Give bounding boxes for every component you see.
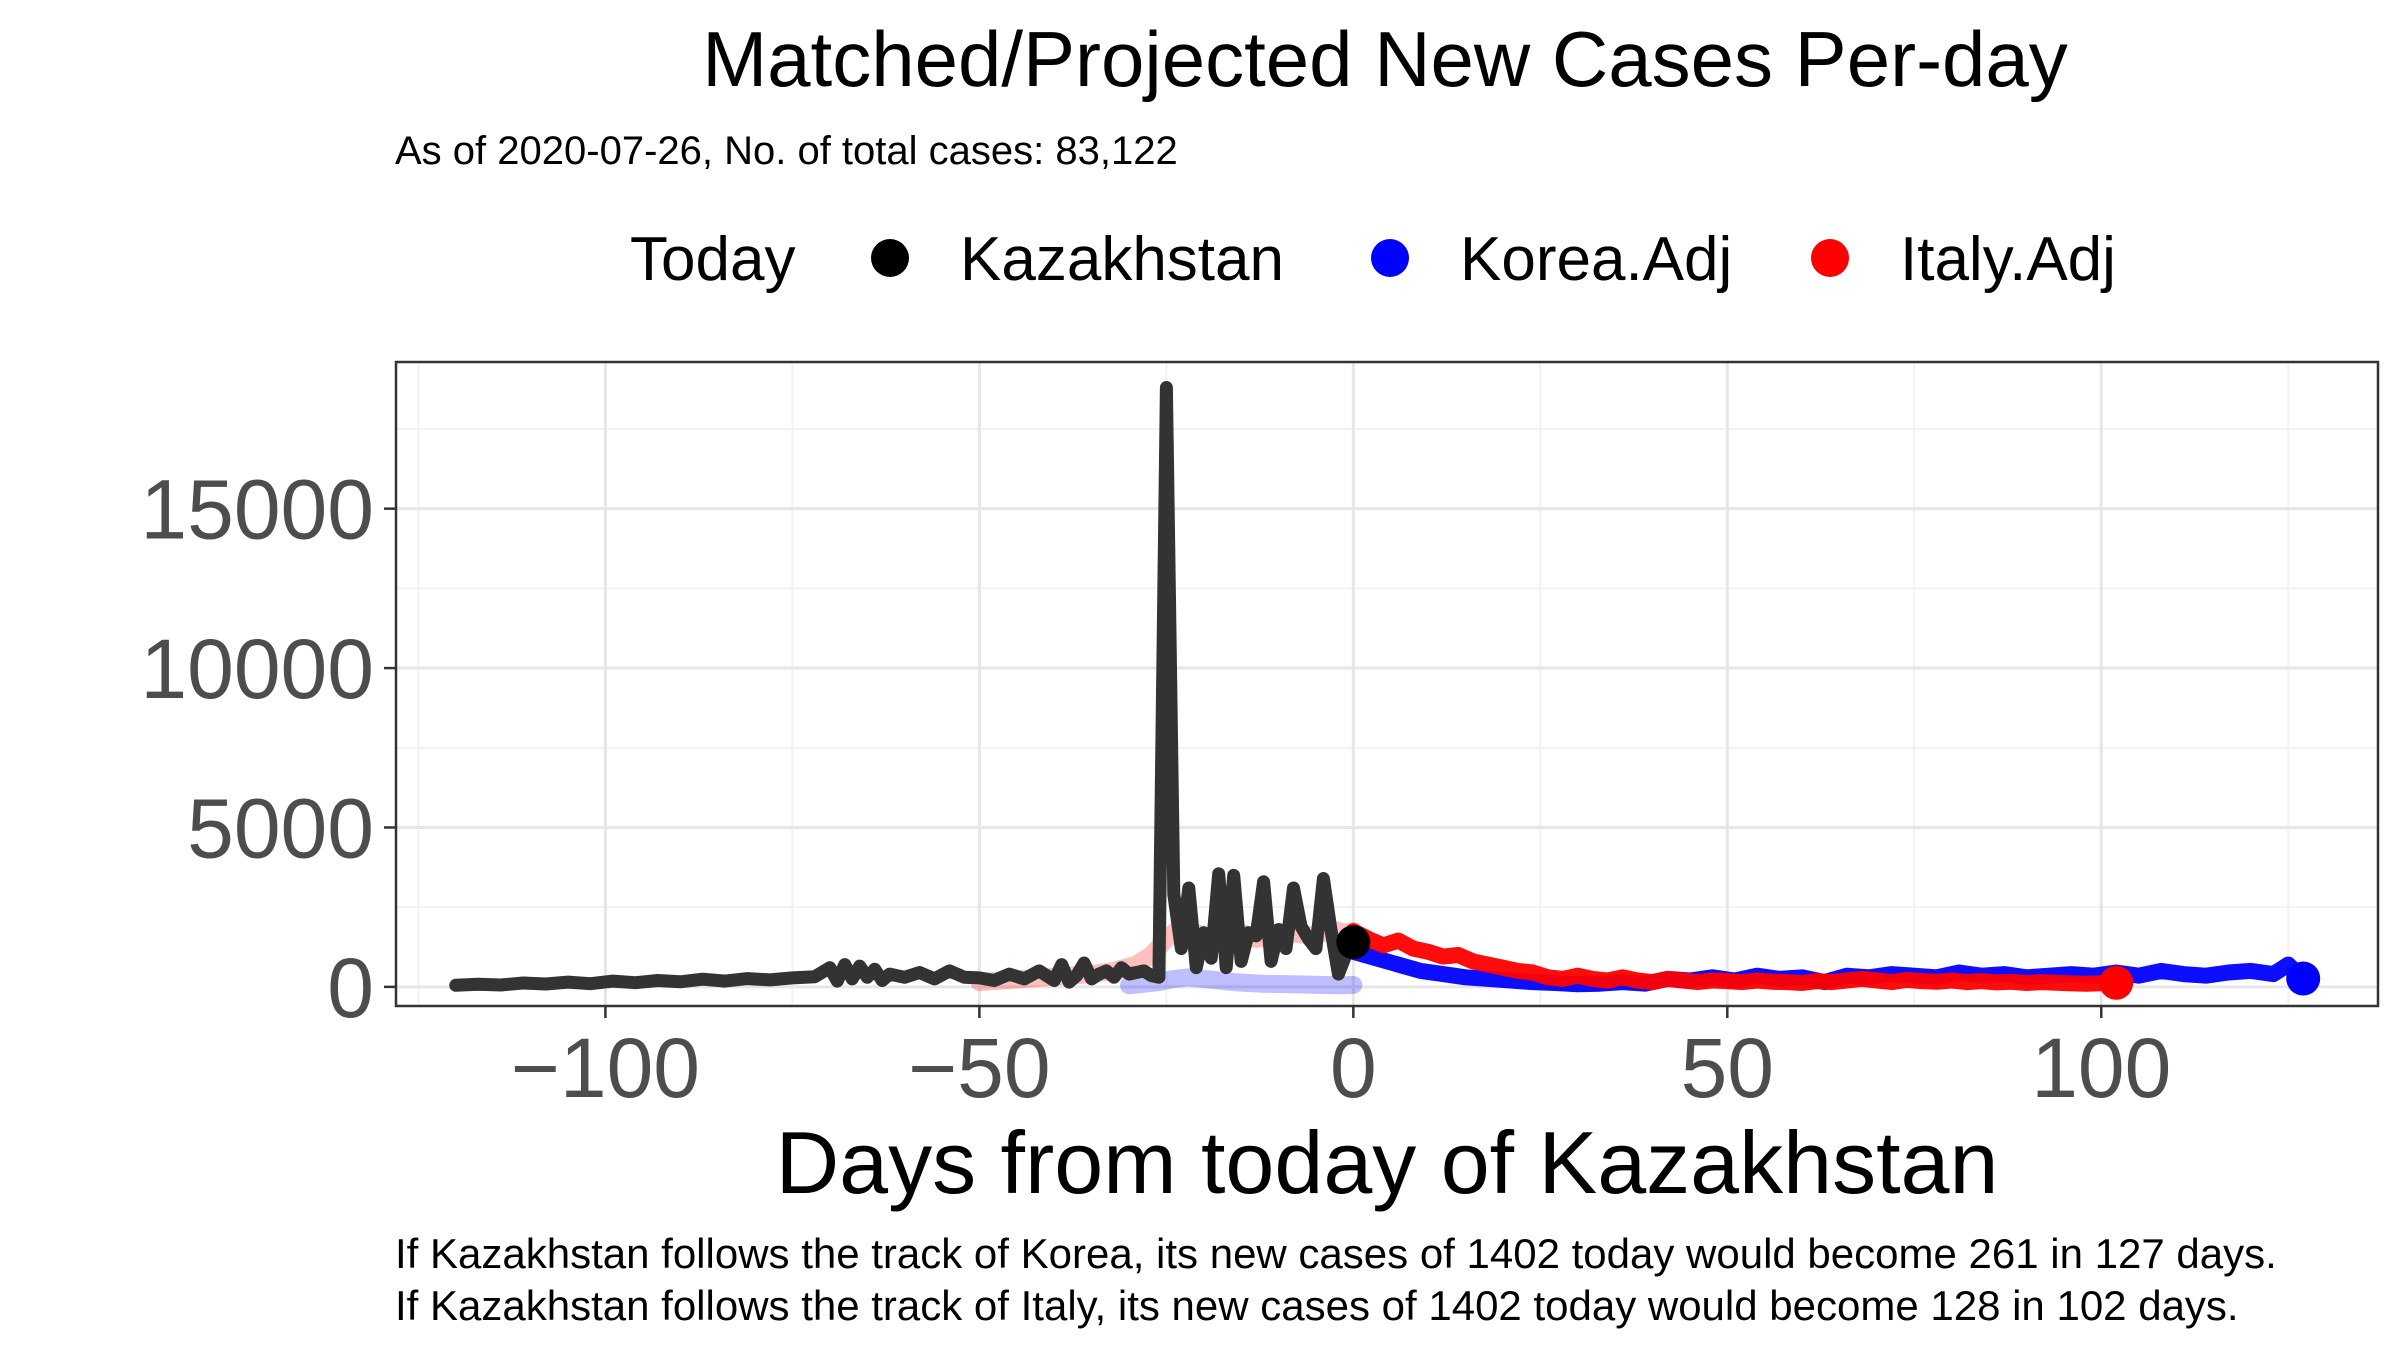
- series-layer: [449, 381, 2312, 995]
- x-tick-label: −50: [908, 1021, 1051, 1115]
- legend-title: Today: [630, 225, 795, 294]
- legend-key-kazakhstan: [871, 239, 909, 277]
- y-tick-label: 0: [327, 941, 374, 1035]
- legend-label-korea: Korea.Adj: [1460, 225, 1732, 294]
- series-line-italy-adj: [1345, 923, 2125, 992]
- today-point-korea-adj: [2286, 961, 2321, 996]
- series-line-kazakhstan: [449, 381, 1360, 992]
- today-points: [1336, 925, 2321, 1000]
- today-point-italy-adj: [2099, 965, 2134, 1000]
- legend-key-italy: [1811, 239, 1849, 277]
- chart-title: Matched/Projected New Cases Per-day: [702, 15, 2068, 103]
- x-axis-title: Days from today of Kazakhstan: [776, 1113, 1999, 1212]
- x-tick-label: 0: [1330, 1021, 1377, 1115]
- legend-label-italy: Italy.Adj: [1900, 225, 2116, 294]
- y-tick-label: 10000: [140, 622, 374, 716]
- legend: Today Kazakhstan Korea.Adj Italy.Adj: [630, 225, 2116, 294]
- axes: −100 −50 0 50 100 0 5000 10000 15000: [140, 463, 2171, 1115]
- x-tick-label: 100: [2031, 1021, 2171, 1115]
- caption-italy: If Kazakhstan follows the track of Italy…: [395, 1282, 2239, 1329]
- plot-panel-border: [394, 360, 2380, 1008]
- legend-key-korea: [1371, 239, 1409, 277]
- y-tick-label: 15000: [140, 463, 374, 557]
- caption-korea: If Kazakhstan follows the track of Korea…: [395, 1230, 2277, 1277]
- legend-label-kazakhstan: Kazakhstan: [960, 225, 1284, 294]
- chart-subtitle: As of 2020-07-26, No. of total cases: 83…: [395, 129, 1178, 173]
- x-tick-label: −100: [511, 1021, 700, 1115]
- y-tick-label: 5000: [187, 781, 374, 875]
- plot-background: [396, 362, 2378, 1006]
- today-point-kazakhstan: [1336, 925, 1371, 960]
- x-tick-label: 50: [1681, 1021, 1774, 1115]
- series-line-korea-adj-matched: [1120, 968, 1363, 995]
- grid: [396, 362, 2378, 1006]
